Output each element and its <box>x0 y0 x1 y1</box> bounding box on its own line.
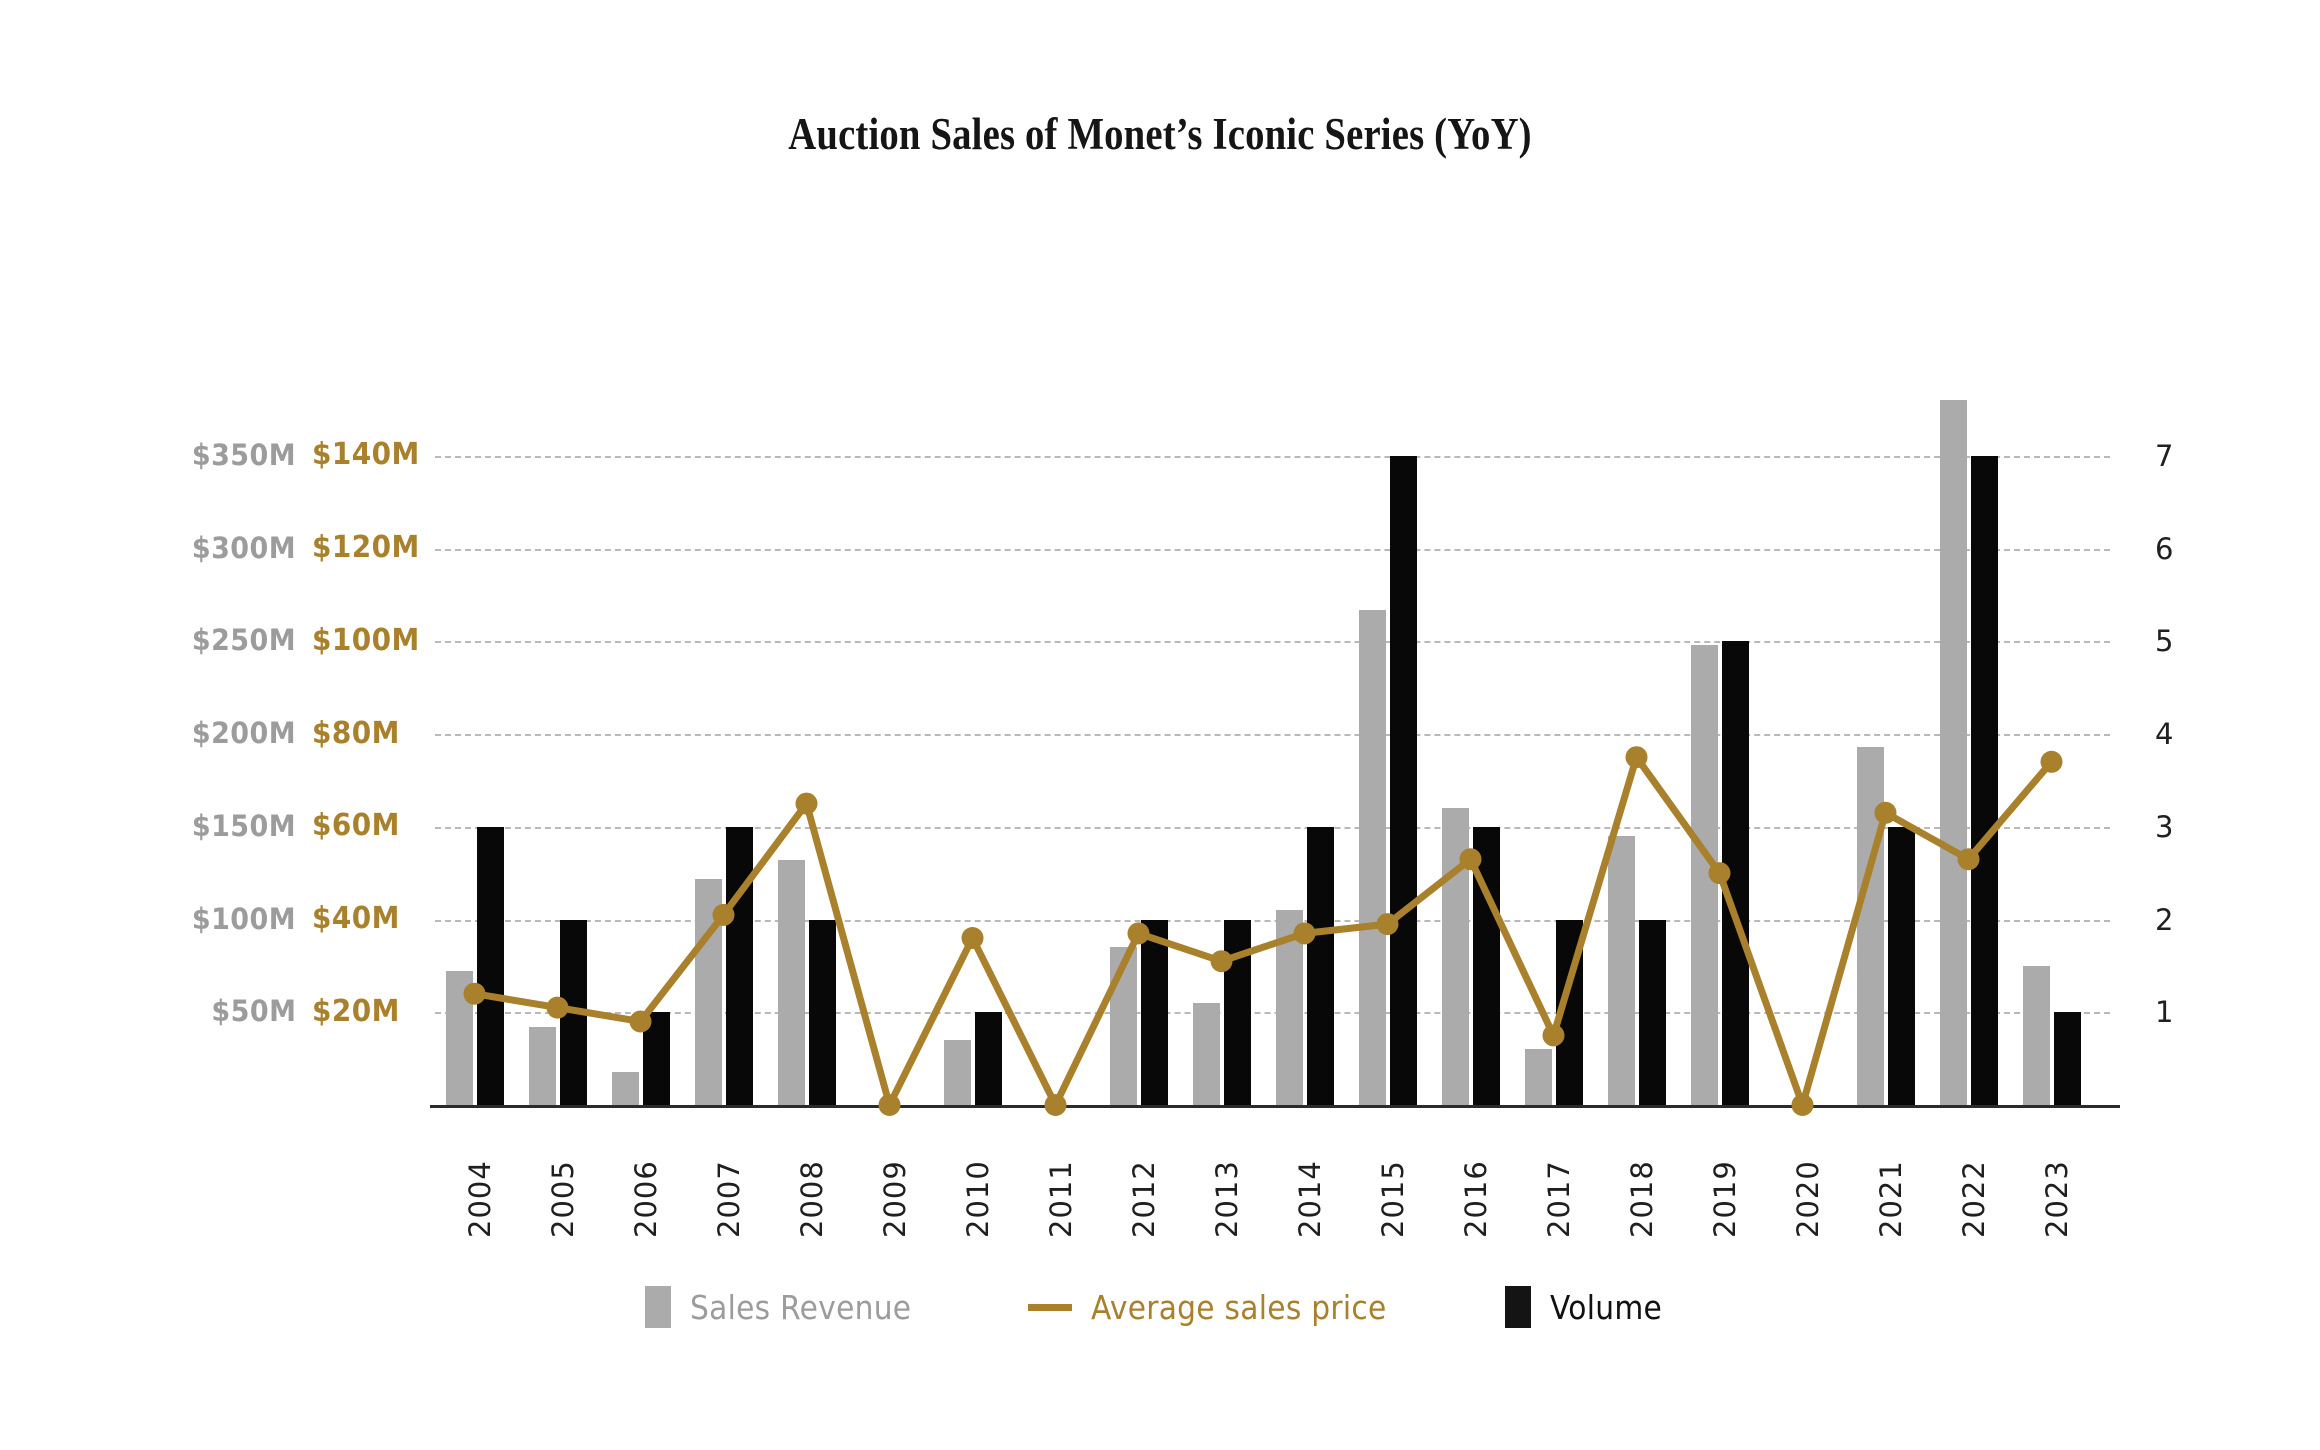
revenue-swatch-icon <box>645 1286 672 1328</box>
x-axis-tick-label: 2011 <box>1043 1160 1078 1238</box>
bar-sales-revenue <box>1607 836 1635 1105</box>
bar-sales-revenue <box>1939 400 1967 1105</box>
bar-volume <box>1887 826 1915 1105</box>
bar-volume <box>725 826 753 1105</box>
bar-sales-revenue <box>1690 644 1718 1105</box>
bar-volume <box>1306 826 1334 1105</box>
legend-item-sales-revenue[interactable]: Sales Revenue <box>645 1286 936 1328</box>
bar-sales-revenue <box>611 1071 639 1105</box>
bar-sales-revenue <box>1524 1049 1552 1105</box>
y-tick-revenue: $350M <box>191 437 296 472</box>
bar-volume <box>1721 641 1749 1105</box>
x-axis-tick-label: 2018 <box>1624 1160 1659 1238</box>
x-axis-tick-label: 2007 <box>711 1160 746 1238</box>
x-axis-tick-label: 2022 <box>1956 1160 1991 1238</box>
bar-volume <box>1472 826 1500 1105</box>
x-axis-tick-label: 2009 <box>877 1160 912 1238</box>
x-axis-tick-label: 2005 <box>545 1160 580 1238</box>
x-axis-tick-label: 2014 <box>1292 1160 1327 1238</box>
y-tick-price: $100M <box>312 622 420 658</box>
x-axis-tick-label: 2013 <box>1209 1160 1244 1238</box>
bar-volume <box>1970 455 1998 1105</box>
x-axis-tick-label: 2020 <box>1790 1160 1825 1238</box>
legend-label-volume: Volume <box>1550 1287 1663 1327</box>
x-axis-tick-label: 2016 <box>1458 1160 1493 1238</box>
bar-sales-revenue <box>445 971 473 1105</box>
legend-label-average-sales-price: Average sales price <box>1090 1287 1387 1327</box>
bar-sales-revenue <box>1358 609 1386 1105</box>
bar-sales-revenue <box>528 1027 556 1105</box>
y-tick-revenue: $300M <box>191 530 296 565</box>
legend-item-volume[interactable]: Volume <box>1505 1286 1675 1328</box>
bar-volume <box>1555 919 1583 1105</box>
bar-volume <box>808 919 836 1105</box>
bar-volume <box>1140 919 1168 1105</box>
bar-volume <box>974 1012 1002 1105</box>
x-axis-tick-label: 2004 <box>462 1160 497 1238</box>
gridline <box>435 641 2110 644</box>
bar-volume <box>2053 1012 2081 1105</box>
bar-sales-revenue <box>1109 947 1137 1105</box>
legend-item-average-sales-price[interactable]: Average sales price <box>1027 1287 1419 1327</box>
volume-swatch-icon <box>1505 1286 1532 1328</box>
bar-sales-revenue <box>694 878 722 1105</box>
x-axis-tick-label: 2015 <box>1375 1160 1410 1238</box>
bar-sales-revenue <box>777 860 805 1105</box>
y-tick-price: $20M <box>312 993 400 1029</box>
y-tick-price: $140M <box>312 437 420 473</box>
x-axis-tick-label: 2023 <box>2039 1160 2074 1238</box>
bar-volume <box>1638 919 1666 1105</box>
y-tick-price: $120M <box>312 530 420 565</box>
bar-volume <box>559 919 587 1105</box>
bar-sales-revenue <box>1192 1002 1220 1105</box>
x-axis-line <box>430 1105 2120 1108</box>
x-axis-tick-label: 2021 <box>1873 1160 1908 1238</box>
line-swatch-icon <box>1027 1303 1072 1311</box>
y-tick-revenue: $50M <box>210 994 296 1029</box>
x-axis-tick-label: 2006 <box>628 1160 663 1238</box>
y-tick-revenue: $100M <box>191 901 296 936</box>
bar-volume <box>1223 919 1251 1105</box>
y-tick-revenue: $200M <box>191 716 296 750</box>
bar-volume <box>1389 455 1417 1105</box>
x-axis-tick-label: 2017 <box>1541 1160 1576 1238</box>
page-title: Auction Sales of Monet’s Iconic Series (… <box>788 109 1532 159</box>
bar-sales-revenue <box>2022 965 2050 1105</box>
x-axis-tick-label: 2012 <box>1126 1160 1161 1238</box>
y-tick-revenue: $150M <box>191 808 296 843</box>
x-axis-tick-label: 2010 <box>960 1160 995 1238</box>
x-axis-tick-label: 2008 <box>794 1160 829 1238</box>
plot-area <box>430 363 2120 1108</box>
chart-legend: Sales Revenue Average sales price Volume <box>0 1286 2320 1328</box>
y-tick-price: $80M <box>312 715 400 751</box>
gridline <box>435 455 2110 458</box>
bar-volume <box>476 826 504 1105</box>
y-tick-revenue: $250M <box>191 623 296 658</box>
x-axis-tick-label: 2019 <box>1707 1160 1742 1238</box>
y-tick-price: $40M <box>312 901 400 936</box>
bar-sales-revenue <box>1856 747 1884 1105</box>
gridline <box>435 734 2110 736</box>
y-tick-price: $60M <box>312 808 400 844</box>
bar-sales-revenue <box>943 1040 971 1105</box>
bar-sales-revenue <box>1441 808 1469 1105</box>
bar-sales-revenue <box>1275 910 1303 1105</box>
gridline <box>435 548 2110 551</box>
bar-volume <box>642 1012 670 1105</box>
legend-label-sales-revenue: Sales Revenue <box>690 1287 912 1327</box>
